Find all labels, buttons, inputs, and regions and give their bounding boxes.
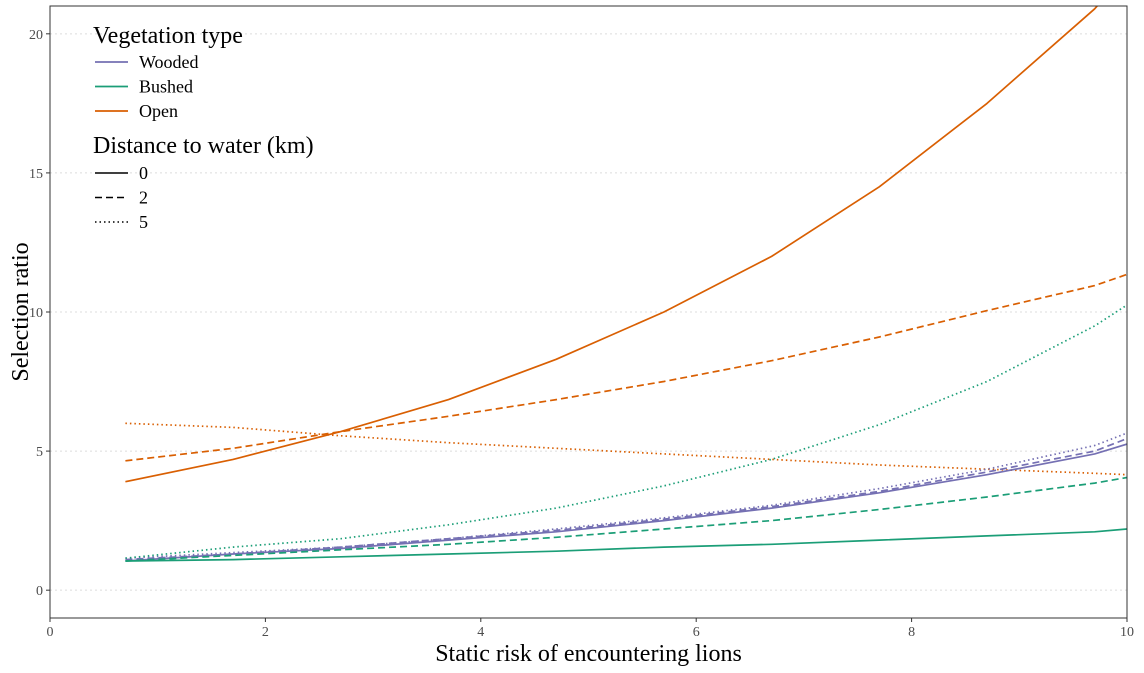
legend-label-distance-0: 0	[139, 163, 148, 183]
y-tick-label: 0	[36, 584, 43, 599]
y-tick-label: 15	[29, 167, 43, 182]
legend-distance-items: 0 2 5	[95, 163, 148, 232]
legend-label-distance-5: 5	[139, 212, 148, 232]
series-line-open-0km	[125, 6, 1099, 483]
legend-vegetation-title: Vegetation type	[93, 23, 243, 49]
legend: Vegetation type Wooded Bushed Open Distanc…	[93, 23, 314, 232]
legend-label-wooded: Wooded	[139, 52, 199, 72]
legend-distance-title: Distance to water (km)	[93, 133, 314, 159]
series-line-wooded-2km	[125, 437, 1127, 561]
x-tick-label: 10	[1120, 625, 1134, 640]
x-tick-label: 6	[693, 625, 700, 640]
legend-label-distance-2: 2	[139, 188, 148, 208]
y-axis: 0 5 10 15 20	[29, 28, 50, 599]
series-line-bushed-0km	[125, 528, 1127, 562]
y-tick-label: 10	[29, 306, 43, 321]
series-line-bushed-5km	[125, 304, 1127, 560]
legend-vegetation-items: Wooded Bushed Open	[95, 52, 199, 121]
x-axis-title: Static risk of encountering lions	[435, 641, 742, 667]
x-tick-label: 8	[908, 625, 915, 640]
legend-label-open: Open	[139, 101, 178, 121]
x-axis: 0 2 4 6 8 10	[47, 618, 1134, 640]
series-layer	[125, 6, 1127, 562]
series-line-open-2km	[125, 273, 1127, 462]
y-axis-title: Selection ratio	[8, 242, 34, 381]
series-line-wooded-5km	[125, 432, 1127, 560]
legend-label-bushed: Bushed	[139, 77, 193, 97]
x-tick-label: 2	[262, 625, 269, 640]
y-tick-label: 5	[36, 445, 43, 460]
x-tick-label: 4	[477, 625, 484, 640]
series-line-wooded-0km	[125, 443, 1127, 562]
y-tick-label: 20	[29, 28, 43, 43]
series-line-bushed-2km	[125, 476, 1127, 562]
x-tick-label: 0	[47, 625, 54, 640]
